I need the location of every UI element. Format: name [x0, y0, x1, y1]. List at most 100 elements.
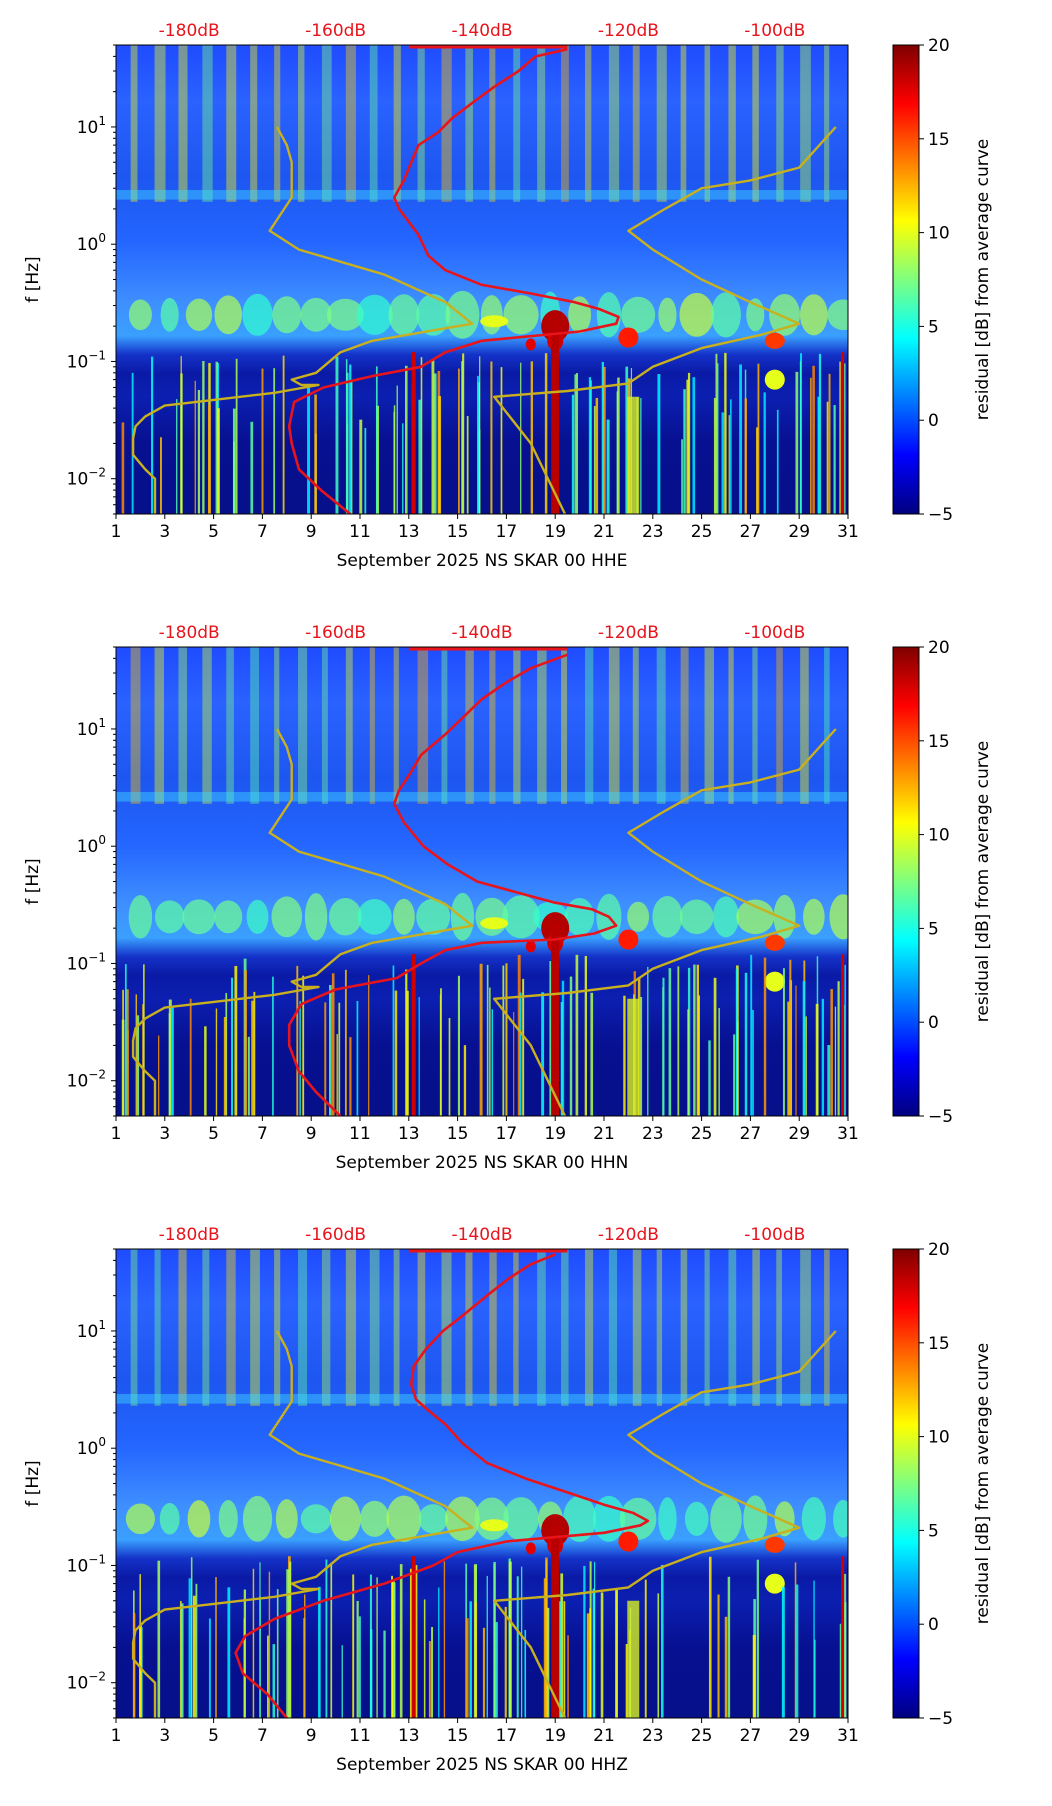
low-frequency-transients: [121, 321, 846, 514]
top-db-labels: -180dB -160dB -140dB -120dB -100dB: [159, 623, 806, 643]
y-tick-label: 100: [77, 833, 106, 857]
top-db-label: -140dB: [451, 1225, 512, 1245]
top-db-label: -160dB: [305, 1225, 366, 1245]
colorbar-tick-label: 0: [928, 1615, 939, 1635]
curve-series-1: [131, 728, 474, 1116]
y-tick-label: 101: [77, 716, 106, 740]
y-axis: 10−2 10−1 100 101: [67, 646, 116, 1117]
colorbar-tick-label: 15: [928, 732, 950, 752]
x-tick-label: 3: [159, 522, 170, 542]
curve-series-0: [287, 653, 618, 1116]
event-day-31: [841, 954, 845, 1116]
event-day-31: [841, 1556, 845, 1718]
x-tick-label: 29: [788, 1124, 810, 1144]
x-tick-label: 25: [691, 522, 713, 542]
x-tick-label: 27: [740, 1726, 762, 1746]
x-tick-label: 19: [544, 522, 566, 542]
colorbar: −5 0 5 10 15 20 residual [dB] from average cur…: [892, 1240, 993, 1729]
colorbar-label: residual [dB] from average curve: [973, 741, 993, 1022]
x-tick-label: 1: [111, 1726, 122, 1746]
x-tick-label: 31: [837, 1124, 859, 1144]
x-axis-label: September 2025 NS SKAR 00 HHZ: [336, 1755, 628, 1775]
x-tick-label: 21: [593, 1726, 615, 1746]
band-2-6hz: [116, 791, 848, 802]
event-day-22: [627, 1600, 640, 1718]
x-tick-label: 13: [398, 1726, 420, 1746]
x-tick-label: 3: [159, 1726, 170, 1746]
x-tick-label: 3: [159, 1124, 170, 1144]
x-tick-label: 21: [593, 1124, 615, 1144]
spectrogram-background: [116, 1249, 848, 1718]
spectrogram-area: [116, 1249, 848, 1718]
x-tick-label: 5: [208, 1726, 219, 1746]
panel-hhz: 1 3 5 7 9 11 13 15 17 19 21 23 25 27 29 31 September 202…: [0, 1204, 1052, 1806]
x-tick-label: 29: [788, 522, 810, 542]
y-tick-label: 10−1: [67, 1552, 106, 1576]
y-axis-label: f [Hz]: [23, 1460, 43, 1506]
band-2-6hz: [116, 189, 848, 200]
spectrogram-area: [116, 647, 848, 1116]
top-db-label: -160dB: [305, 21, 366, 41]
x-tick-label: 27: [740, 522, 762, 542]
colorbar-tick-label: 15: [928, 1334, 950, 1354]
y-tick-label: 100: [77, 1435, 106, 1459]
colorbar-gradient: [892, 44, 920, 515]
y-tick-label: 10−1: [67, 950, 106, 974]
top-db-label: -100dB: [744, 623, 805, 643]
colorbar: −5 0 5 10 15 20 residual [dB] from average cur…: [892, 36, 993, 525]
x-tick-label: 1: [111, 1124, 122, 1144]
curve-series-0: [234, 1253, 650, 1718]
x-tick-label: 19: [544, 1124, 566, 1144]
colorbar-tick-label: −5: [928, 1709, 953, 1729]
top-db-label: -140dB: [451, 623, 512, 643]
y-tick-label: 10−1: [67, 348, 106, 372]
x-tick-label: 11: [349, 1124, 371, 1144]
top-db-label: -180dB: [159, 21, 220, 41]
y-tick-label: 10−2: [67, 1068, 106, 1092]
x-tick-label: 15: [447, 1124, 469, 1144]
x-tick-label: 27: [740, 1124, 762, 1144]
colorbar-gradient: [892, 1248, 920, 1719]
curve-series-1: [131, 1330, 474, 1718]
colorbar-gradient: [892, 646, 920, 1117]
colorbar-tick-label: −5: [928, 1107, 953, 1127]
y-tick-label: 10−2: [67, 1670, 106, 1694]
x-tick-label: 5: [208, 1124, 219, 1144]
x-axis: 1 3 5 7 9 11 13 15 17 19 21 23 25 27 29 31: [111, 514, 859, 542]
x-tick-label: 23: [642, 1124, 664, 1144]
colorbar-tick-label: 10: [928, 1428, 950, 1448]
top-db-labels: -180dB -160dB -140dB -120dB -100dB: [159, 21, 806, 41]
top-db-label: -180dB: [159, 623, 220, 643]
x-tick-label: 9: [306, 522, 317, 542]
x-tick-label: 9: [306, 1726, 317, 1746]
x-tick-label: 15: [447, 522, 469, 542]
x-tick-label: 25: [691, 1726, 713, 1746]
colorbar-tick-label: 5: [928, 919, 939, 939]
event-day-31: [841, 352, 845, 514]
x-tick-label: 7: [257, 1726, 268, 1746]
colorbar-label: residual [dB] from average curve: [973, 1343, 993, 1624]
colorbar-label: residual [dB] from average curve: [973, 139, 993, 420]
x-tick-label: 31: [837, 522, 859, 542]
x-tick-label: 23: [642, 522, 664, 542]
event-day-22: [627, 396, 640, 514]
x-tick-label: 9: [306, 1124, 317, 1144]
curve-series-2: [493, 1330, 837, 1718]
curve-series-2: [493, 126, 837, 514]
high-frequency-stripes: [130, 647, 830, 804]
colorbar-tick-label: 20: [928, 638, 950, 658]
x-tick-label: 7: [257, 1124, 268, 1144]
x-tick-label: 17: [496, 1124, 518, 1144]
event-day-13: [411, 1556, 416, 1718]
x-tick-label: 5: [208, 522, 219, 542]
y-tick-label: 100: [77, 231, 106, 255]
colorbar-tick-label: 5: [928, 1521, 939, 1541]
y-axis: 10−2 10−1 100 101: [67, 44, 116, 515]
x-tick-label: 15: [447, 1726, 469, 1746]
colorbar-tick-label: 10: [928, 224, 950, 244]
panel-hhe: 1 3 5 7 9 11 13 15 17 19 21 23 25 27 29 31 September 202…: [0, 0, 1052, 602]
y-axis: 10−2 10−1 100 101: [67, 1248, 116, 1719]
curve-series-0: [287, 47, 620, 514]
top-db-label: -120dB: [598, 1225, 659, 1245]
